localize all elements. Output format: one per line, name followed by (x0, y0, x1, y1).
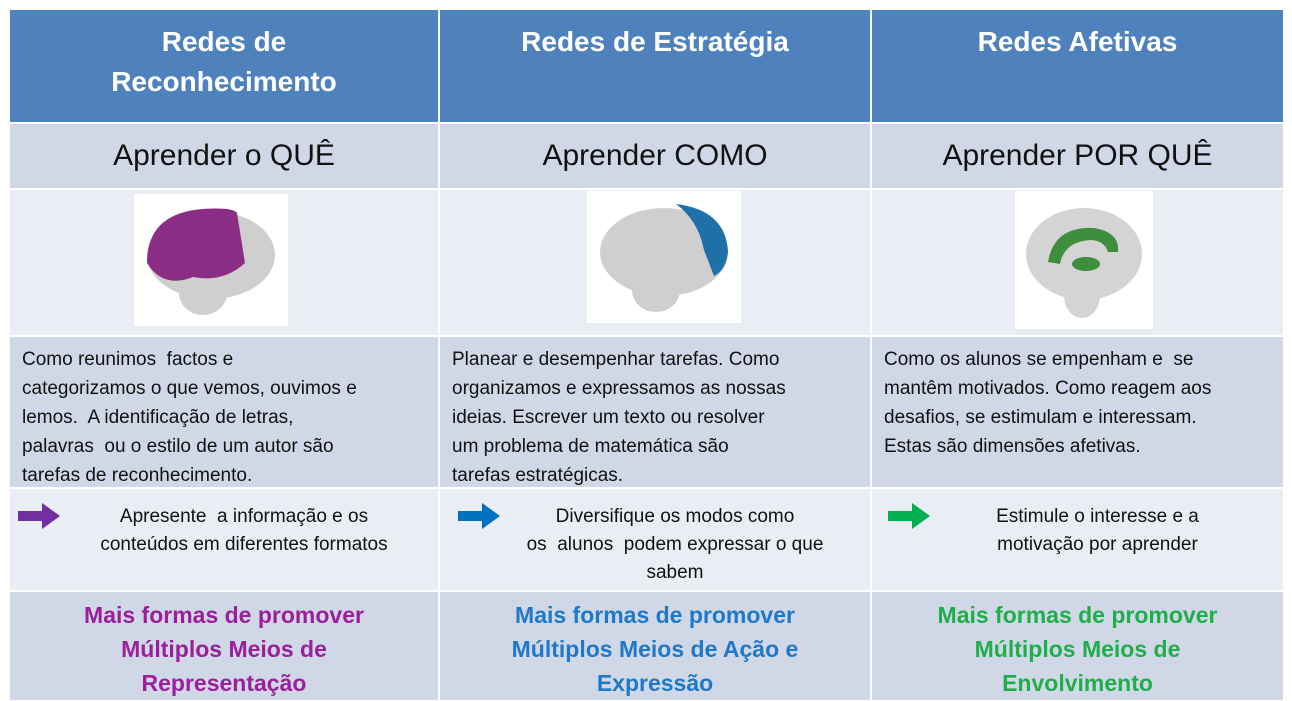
subtitle-text: Aprender POR QUÊ (942, 139, 1213, 172)
brain-image (1014, 190, 1154, 330)
description-text: ideias. Escrever um texto ou resolver (452, 407, 765, 428)
action-text: motivação por aprender (997, 534, 1198, 555)
brain-image (586, 190, 742, 324)
subtitle-text: Aprender COMO (542, 139, 768, 172)
header-cell: Redes Afetivas (872, 10, 1283, 122)
description-text: Como reunimos factos e (22, 349, 234, 370)
footer-text: Envolvimento (1002, 670, 1153, 696)
footer-text: Mais formas de promover (937, 602, 1218, 628)
action-text: sabem (646, 562, 704, 583)
header-text: Redes de Estratégia (521, 26, 789, 57)
action-text: Estimule o interesse e a (996, 506, 1199, 527)
description-text: organizamos e expressamos as nossas (452, 378, 786, 399)
arrow-icon (18, 503, 60, 529)
brain-image (133, 193, 289, 327)
action-cell: Apresente a informação e os conteúdos em … (10, 489, 438, 590)
header-cell: Redes de Estratégia (440, 10, 870, 122)
description-text: categorizamos o que vemos, ouvimos e (22, 378, 357, 399)
action-text: conteúdos em diferentes formatos (100, 534, 388, 555)
subtitle-text: Aprender o QUÊ (113, 139, 335, 172)
description-text: palavras ou o estilo de um autor são (22, 436, 334, 457)
description-text: um problema de matemática são (452, 436, 729, 457)
arrow-icon (888, 503, 930, 529)
footer-text: Múltiplos Meios de (121, 636, 327, 662)
footer-cell: Mais formas de promover Múltiplos Meios d… (872, 592, 1283, 700)
footer-text: Representação (141, 670, 307, 696)
header-text: Redes Afetivas (977, 26, 1178, 57)
description-text: Planear e desempenhar tarefas. Como (452, 349, 780, 370)
footer-text: Múltiplos Meios de (974, 636, 1181, 662)
footer-text: Mais formas de promover (84, 602, 364, 628)
header-text: Reconhecimento (111, 66, 337, 97)
action-text: Diversifique os modos como (555, 506, 795, 527)
description-text: desafios, se estimulam e interessam. (884, 407, 1197, 428)
description-text: Estas são dimensões afetivas. (884, 436, 1141, 457)
footer-text: Múltiplos Meios de Ação e (511, 636, 799, 662)
subtitle-cell: Aprender COMO (440, 124, 870, 188)
arrow-icon (458, 503, 500, 529)
action-text: Apresente a informação e os (119, 506, 369, 527)
action-text: os alunos podem expressar o que (526, 534, 824, 555)
subtitle-cell: Aprender POR QUÊ (872, 124, 1283, 188)
description-text: lemos. A identificação de letras, (22, 407, 294, 428)
header-text: Redes de (161, 26, 287, 57)
description-cell: Planear e desempenhar tarefas. Como organ… (440, 337, 870, 487)
description-text: tarefas estratégicas. (452, 465, 624, 486)
description-text: tarefas de reconhecimento. (22, 465, 253, 486)
action-cell: Estimule o interesse e a motivação por ap… (872, 489, 1283, 590)
footer-cell: Mais formas de promover Múltiplos Meios d… (440, 592, 870, 700)
action-cell: Diversifique os modos como os alunos pode… (440, 489, 870, 590)
footer-text: Expressão (596, 670, 714, 696)
description-cell: Como reunimos factos e categorizamos o qu… (10, 337, 438, 487)
footer-text: Mais formas de promover (515, 602, 795, 628)
subtitle-cell: Aprender o QUÊ (10, 124, 438, 188)
description-text: Como os alunos se empenham e se (884, 349, 1194, 370)
description-cell: Como os alunos se empenham e se mantêm mo… (872, 337, 1283, 487)
footer-cell: Mais formas de promover Múltiplos Meios d… (10, 592, 438, 700)
description-text: mantêm motivados. Como reagem aos (884, 378, 1212, 399)
header-cell: Redes de Reconhecimento (10, 10, 438, 122)
